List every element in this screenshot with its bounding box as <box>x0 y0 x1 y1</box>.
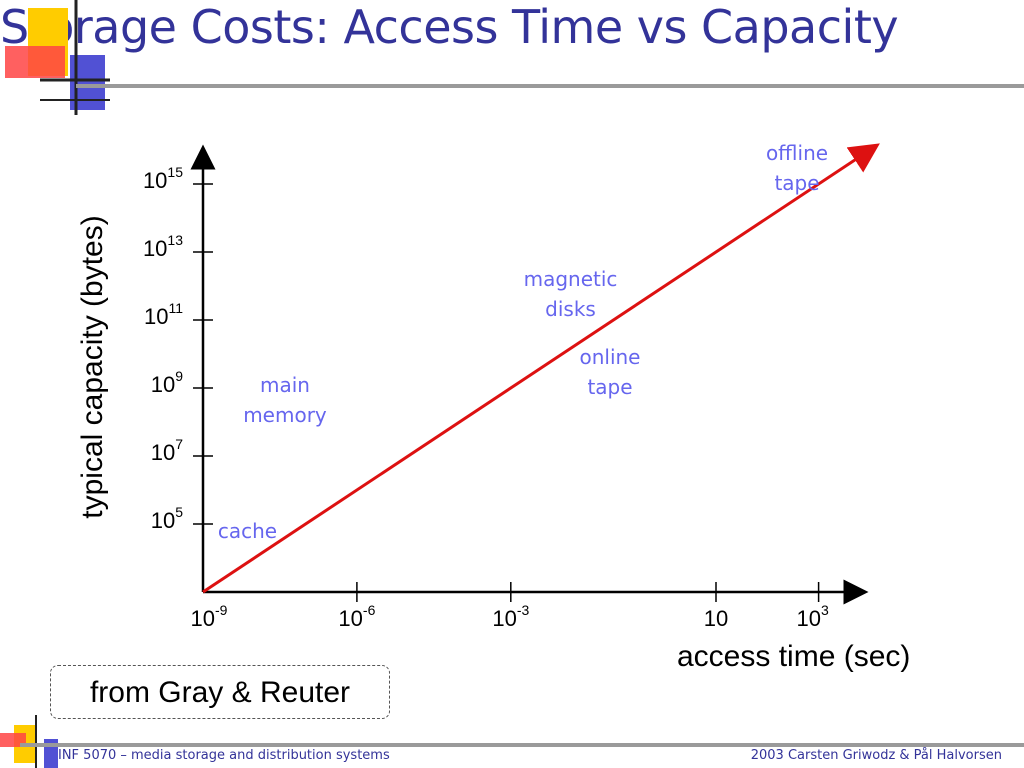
x-tick-label-exponent: -3 <box>516 602 530 618</box>
annotation-online-tape: online tape <box>579 345 641 399</box>
x-tick-label: 10-9 <box>169 602 249 632</box>
title-underline <box>76 84 1024 88</box>
y-tick-label-exponent: 11 <box>168 300 183 316</box>
x-tick-label-base: 10 <box>796 606 821 631</box>
footer-red-block <box>0 733 26 747</box>
y-tick-label: 107 <box>113 436 183 466</box>
y-tick-label: 105 <box>113 504 183 534</box>
annotation-offline-tape: offline tape <box>765 141 829 195</box>
y-axis-label: typical capacity (bytes) <box>76 215 109 519</box>
annotation-cache: cache <box>217 519 278 543</box>
annotation-main-memory: main memory <box>243 373 327 427</box>
y-tick-label-base: 10 <box>150 440 176 465</box>
x-tick-label: 10 <box>676 606 756 632</box>
x-tick-label-base: 10 <box>190 606 216 631</box>
y-tick-label: 1015 <box>113 164 183 194</box>
corner-logo <box>5 0 110 115</box>
x-tick-label: 10-3 <box>471 602 551 632</box>
y-tick-label-base: 10 <box>143 304 169 329</box>
y-tick-label-base: 10 <box>142 236 168 261</box>
y-tick-label-exponent: 7 <box>175 436 183 452</box>
x-tick-label-base: 10 <box>338 606 363 631</box>
annotation-magnetic-disks: magnetic disks <box>523 267 618 321</box>
x-tick-label: 10-6 <box>317 602 397 632</box>
y-tick-label-base: 10 <box>142 168 168 193</box>
x-tick-label-base: 10 <box>492 606 517 631</box>
series-lines <box>202 143 880 594</box>
footer-decoration <box>0 715 1024 768</box>
x-tick-label-base: 10 <box>703 606 729 631</box>
y-tick-label-base: 10 <box>150 508 176 533</box>
y-tick-label-exponent: 15 <box>167 164 183 180</box>
y-tick-label: 1011 <box>113 300 183 330</box>
y-tick-label-base: 10 <box>150 372 176 397</box>
y-tick-label: 1013 <box>113 232 183 262</box>
y-tick-label-exponent: 13 <box>167 232 183 248</box>
footer-authors: 2003 Carsten Griwodz & Pål Halvorsen <box>750 748 1002 763</box>
y-tick-label-exponent: 9 <box>175 368 183 384</box>
footer-course: INF 5070 – media storage and distributio… <box>58 748 390 763</box>
y-tick-label-exponent: 5 <box>175 504 183 520</box>
x-tick-label-exponent: -9 <box>215 602 228 618</box>
logo-red-block <box>5 46 65 78</box>
y-tick-label: 109 <box>113 368 183 398</box>
x-tick-label: 103 <box>773 602 853 632</box>
source-note: from Gray & Reuter <box>50 665 390 719</box>
x-axis-label: access time (sec) <box>677 640 911 673</box>
tick-marks <box>193 183 820 602</box>
x-tick-label-exponent: -6 <box>362 602 376 618</box>
slide-title: Storage Costs: Access Time vs Capacity <box>0 0 899 54</box>
series-line <box>202 143 880 594</box>
x-tick-label-exponent: 3 <box>820 602 829 618</box>
